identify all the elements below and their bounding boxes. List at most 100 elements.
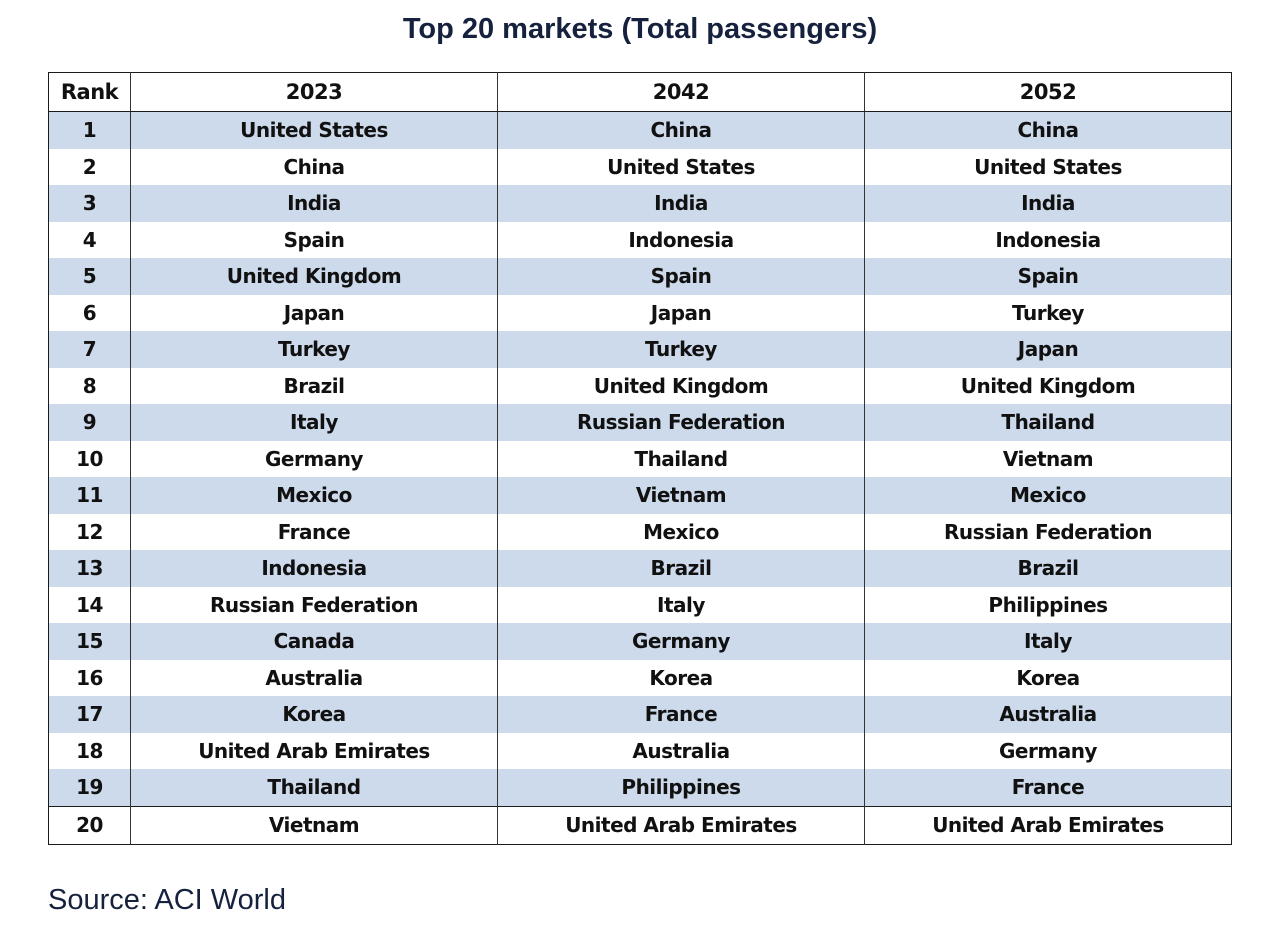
market-2042-cell: Australia bbox=[497, 732, 865, 769]
market-2052-cell: Thailand bbox=[864, 404, 1232, 441]
table-row: 3 India India India bbox=[48, 185, 1232, 222]
market-2052-cell: Mexico bbox=[864, 477, 1232, 514]
market-2052-cell: China bbox=[864, 111, 1232, 149]
header-2052: 2052 bbox=[864, 72, 1232, 112]
market-2052-cell: United Kingdom bbox=[960, 373, 1136, 398]
rank-cell: 17 bbox=[48, 696, 131, 733]
market-2023-cell: Mexico bbox=[130, 477, 498, 514]
market-2023-cell: Japan bbox=[130, 294, 498, 331]
market-2042-cell: Italy bbox=[497, 586, 865, 623]
market-2023-cell: Vietnam bbox=[130, 805, 498, 844]
table-row: 8 Brazil United Kingdom United Kingdom bbox=[48, 367, 1232, 404]
rank-cell: 9 bbox=[48, 404, 131, 441]
market-2042-cell: United Arab Emirates bbox=[497, 805, 865, 844]
market-2023-cell: Germany bbox=[130, 440, 498, 477]
rank-cell: 13 bbox=[48, 550, 131, 587]
market-2042-cell: Brazil bbox=[497, 550, 865, 587]
rank-cell: 18 bbox=[48, 732, 131, 769]
market-2023-cell: United States bbox=[130, 111, 498, 149]
rank-cell: 10 bbox=[48, 440, 131, 477]
market-2052-cell: Germany bbox=[999, 738, 1097, 763]
market-2052-cell: France bbox=[864, 769, 1232, 806]
table-row: 16 Australia Korea Korea bbox=[48, 659, 1232, 696]
header-rank: Rank bbox=[48, 72, 131, 112]
market-2052-cell: Spain bbox=[864, 258, 1232, 295]
table-row: 18 United Arab Emirates Australia Germany bbox=[48, 732, 1232, 769]
market-2042-cell: Korea bbox=[497, 659, 865, 696]
table-body: 1 United States China China 2 China United Sta… bbox=[48, 111, 1232, 844]
market-2042-cell: Russian Federation bbox=[497, 404, 865, 441]
market-2023-cell: Thailand bbox=[130, 769, 498, 806]
market-2042-cell: India bbox=[497, 185, 865, 222]
market-2052-cell: Australia bbox=[864, 696, 1232, 733]
market-2052-cell: Indonesia bbox=[995, 227, 1101, 252]
rank-cell: 2 bbox=[48, 148, 131, 185]
market-2042-cell: Indonesia bbox=[497, 221, 865, 258]
market-2042-cell: United Kingdom bbox=[497, 367, 865, 404]
market-2052-cell: Brazil bbox=[864, 550, 1232, 587]
table-row: 19 Thailand Philippines France bbox=[48, 769, 1232, 806]
table-row: 17 Korea France Australia bbox=[48, 696, 1232, 733]
table-row: 14 Russian Federation Italy Philippines bbox=[48, 586, 1232, 623]
market-2042-cell: Turkey bbox=[497, 331, 865, 368]
market-2023-cell: Spain bbox=[130, 221, 498, 258]
market-2023-cell: India bbox=[130, 185, 498, 222]
market-2052-cell: United States bbox=[974, 154, 1122, 179]
market-2023-cell: Australia bbox=[130, 659, 498, 696]
market-2042-cell: United States bbox=[497, 148, 865, 185]
rank-cell: 12 bbox=[48, 513, 131, 550]
rank-cell: 19 bbox=[48, 769, 131, 806]
rank-cell: 7 bbox=[48, 331, 131, 368]
table-row: 20 Vietnam United Arab Emirates United Arab… bbox=[48, 805, 1232, 844]
market-2023-cell: Canada bbox=[130, 623, 498, 660]
market-2052-cell: Philippines bbox=[988, 592, 1108, 617]
market-2023-cell: United Kingdom bbox=[130, 258, 498, 295]
source-note: Source: ACI World bbox=[48, 884, 287, 916]
table-row: 10 Germany Thailand Vietnam bbox=[48, 440, 1232, 477]
table-row: 13 Indonesia Brazil Brazil bbox=[48, 550, 1232, 587]
market-2023-cell: France bbox=[130, 513, 498, 550]
rank-cell: 1 bbox=[48, 111, 131, 149]
market-2042-cell: China bbox=[497, 111, 865, 149]
rank-cell: 5 bbox=[48, 258, 131, 295]
header-2042: 2042 bbox=[497, 72, 865, 112]
markets-table: Rank 2023 2042 2052 1 United States China C… bbox=[48, 72, 1232, 845]
header-2023: 2023 bbox=[130, 72, 498, 112]
table-row: 1 United States China China bbox=[48, 111, 1232, 149]
market-2042-cell: Thailand bbox=[497, 440, 865, 477]
market-2023-cell: Brazil bbox=[130, 367, 498, 404]
table-row: 9 Italy Russian Federation Thailand bbox=[48, 404, 1232, 441]
rank-cell: 6 bbox=[48, 294, 131, 331]
market-2042-cell: Mexico bbox=[497, 513, 865, 550]
rank-cell: 4 bbox=[48, 221, 131, 258]
table-row: 6 Japan Japan Turkey bbox=[48, 294, 1232, 331]
market-2052-cell: Russian Federation bbox=[943, 519, 1153, 544]
market-2023-cell: United Arab Emirates bbox=[130, 732, 498, 769]
table-row: 4 Spain Indonesia Indonesia bbox=[48, 221, 1232, 258]
page-title: Top 20 markets (Total passengers) bbox=[402, 13, 878, 45]
rank-cell: 16 bbox=[48, 659, 131, 696]
rank-cell: 14 bbox=[48, 586, 131, 623]
table-row: 5 United Kingdom Spain Spain bbox=[48, 258, 1232, 295]
table-row: 12 France Mexico Russian Federation bbox=[48, 513, 1232, 550]
market-2023-cell: China bbox=[130, 148, 498, 185]
table-header-row: Rank 2023 2042 2052 bbox=[48, 72, 1232, 112]
market-2052-cell: Italy bbox=[864, 623, 1232, 660]
market-2042-cell: Spain bbox=[497, 258, 865, 295]
rank-cell: 11 bbox=[48, 477, 131, 514]
market-2042-cell: France bbox=[497, 696, 865, 733]
market-2052-cell: Vietnam bbox=[1002, 446, 1094, 471]
market-2042-cell: Vietnam bbox=[497, 477, 865, 514]
rank-cell: 8 bbox=[48, 367, 131, 404]
rank-cell: 3 bbox=[48, 185, 131, 222]
market-2052-cell: India bbox=[864, 185, 1232, 222]
market-2023-cell: Italy bbox=[130, 404, 498, 441]
market-2052-cell: United Arab Emirates bbox=[864, 805, 1232, 844]
table-row: 2 China United States United States bbox=[48, 148, 1232, 185]
market-2023-cell: Indonesia bbox=[130, 550, 498, 587]
market-2042-cell: Germany bbox=[497, 623, 865, 660]
table-row: 7 Turkey Turkey Japan bbox=[48, 331, 1232, 368]
market-2042-cell: Philippines bbox=[497, 769, 865, 806]
table-row: 15 Canada Germany Italy bbox=[48, 623, 1232, 660]
market-2052-cell: Japan bbox=[864, 331, 1232, 368]
